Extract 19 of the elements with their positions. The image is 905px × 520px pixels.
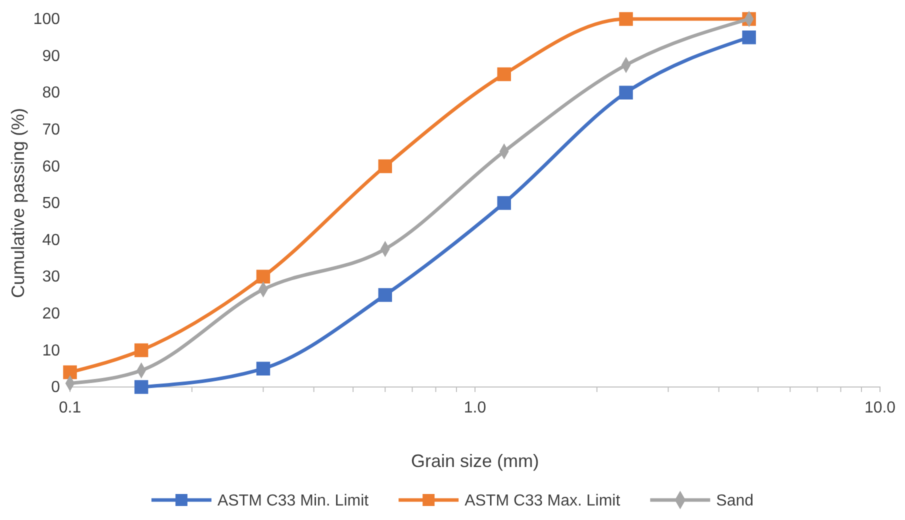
- y-tick-label: 50: [42, 195, 60, 212]
- y-tick-label: 70: [42, 122, 60, 139]
- y-tick-label: 60: [42, 158, 60, 176]
- y-tick-label: 100: [33, 11, 60, 28]
- y-tick-label: 80: [42, 84, 60, 102]
- legend-label: ASTM C33 Max. Limit: [464, 492, 621, 510]
- y-tick-label: 10: [42, 342, 60, 360]
- y-tick-label: 40: [42, 232, 60, 249]
- x-tick-label: 1.0: [464, 400, 486, 417]
- y-axis-title: Cumulative passing (%): [8, 108, 28, 298]
- x-axis-title: Grain size (mm): [410, 451, 540, 471]
- y-tick-label: 20: [42, 306, 60, 323]
- y-tick-label: 90: [42, 48, 60, 65]
- x-tick-label: 0.1: [58, 400, 82, 417]
- legend-label: Sand: [716, 492, 754, 510]
- y-tick-label: 30: [42, 268, 60, 286]
- y-tick-label: 0: [51, 379, 60, 396]
- x-tick-label: 10.0: [864, 400, 896, 417]
- legend-label: ASTM C33 Min. Limit: [217, 492, 370, 510]
